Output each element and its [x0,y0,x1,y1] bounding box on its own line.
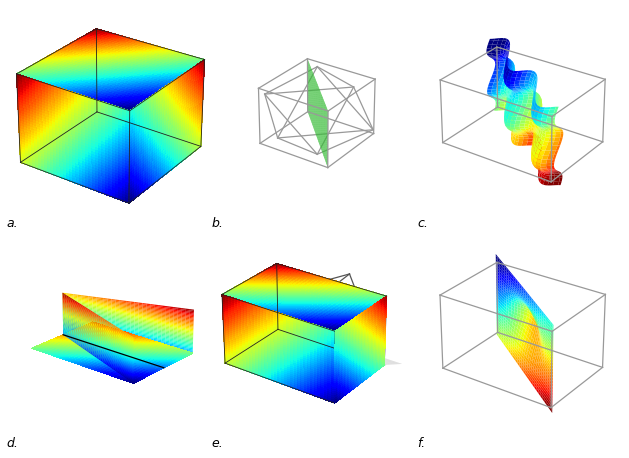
Text: b.: b. [212,217,224,230]
Text: a.: a. [6,217,18,230]
Text: e.: e. [212,437,223,450]
Text: d.: d. [6,437,18,450]
Text: f.: f. [417,437,425,450]
Text: c.: c. [417,217,428,230]
